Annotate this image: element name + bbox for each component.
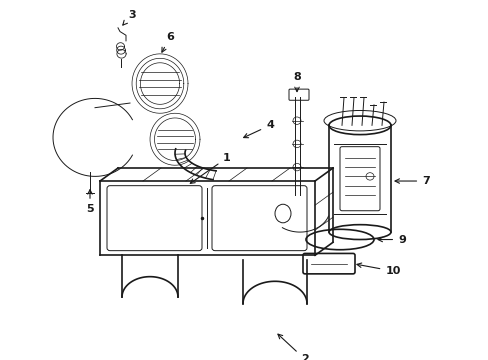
Text: 8: 8 xyxy=(292,72,300,91)
Text: 1: 1 xyxy=(190,153,230,183)
Text: 4: 4 xyxy=(243,120,273,138)
Text: 9: 9 xyxy=(377,234,405,244)
Text: 3: 3 xyxy=(122,10,136,25)
Text: 2: 2 xyxy=(277,334,308,360)
Text: 10: 10 xyxy=(356,263,400,276)
Text: 7: 7 xyxy=(394,176,429,186)
Text: 5: 5 xyxy=(86,190,94,214)
Text: 6: 6 xyxy=(162,32,174,52)
